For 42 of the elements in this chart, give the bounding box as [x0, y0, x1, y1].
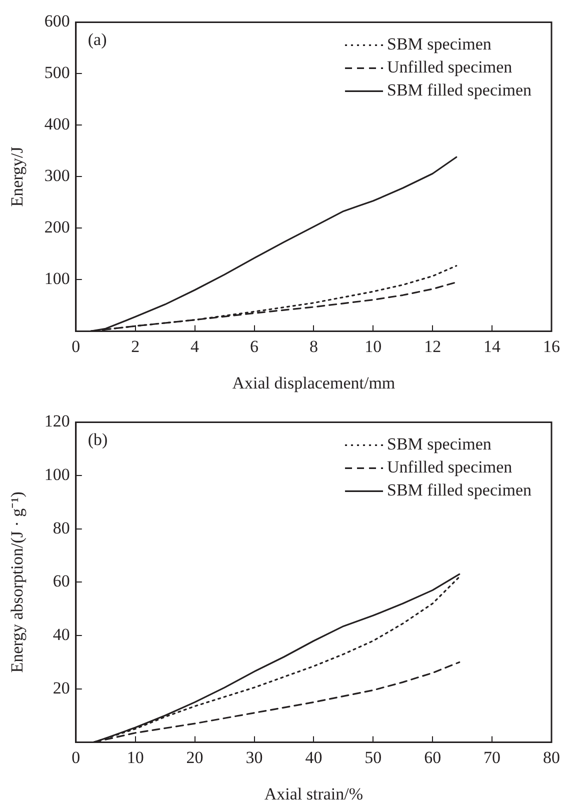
- x-tick-label: 20: [186, 748, 204, 767]
- legend-label: SBM filled specimen: [387, 80, 532, 100]
- x-tick-label: 0: [72, 336, 80, 356]
- x-axis-title: Axial strain/%: [264, 784, 364, 804]
- x-tick-label: 14: [484, 336, 502, 356]
- x-tick-label: 12: [424, 336, 442, 356]
- x-tick-label: 10: [126, 748, 144, 767]
- y-tick-label: 600: [44, 12, 70, 31]
- y-tick-label: 400: [44, 114, 70, 134]
- x-tick-label: 80: [543, 748, 560, 767]
- x-tick-label: 16: [543, 336, 560, 356]
- legend-label: SBM filled specimen: [387, 480, 532, 500]
- legend-label: Unfilled specimen: [387, 58, 513, 77]
- x-tick-label: 0: [72, 748, 80, 767]
- x-tick-label: 8: [309, 336, 318, 356]
- y-tick-label: 60: [52, 572, 70, 591]
- x-axis-title: Axial displacement/mm: [232, 373, 396, 392]
- y-tick-label: 100: [44, 465, 70, 484]
- y-axis-title: Energy absorption/(J · g⁻¹): [8, 492, 27, 673]
- y-tick-label: 100: [44, 269, 70, 288]
- x-tick-label: 2: [131, 336, 140, 356]
- x-tick-label: 30: [246, 748, 263, 767]
- x-tick-label: 50: [364, 748, 382, 767]
- y-tick-label: 80: [52, 518, 70, 538]
- x-tick-label: 60: [424, 748, 442, 767]
- y-tick-label: 300: [44, 166, 70, 186]
- annotation: (a): [88, 30, 107, 50]
- x-tick-label: 70: [484, 748, 501, 767]
- x-tick-label: 4: [190, 336, 200, 356]
- y-tick-label: 500: [44, 63, 70, 82]
- y-tick-label: 20: [52, 678, 70, 698]
- y-tick-label: 200: [44, 218, 70, 237]
- legend-label: SBM specimen: [387, 34, 492, 54]
- legend-label: SBM specimen: [387, 434, 492, 454]
- x-tick-label: 6: [250, 336, 258, 356]
- y-tick-label: 40: [52, 625, 70, 644]
- x-tick-label: 10: [364, 336, 382, 356]
- y-tick-label: 120: [44, 412, 70, 431]
- legend-label: Unfilled specimen: [387, 458, 513, 477]
- x-tick-label: 40: [305, 748, 322, 767]
- y-axis-title: Energy/J: [8, 146, 27, 207]
- annotation: (b): [88, 430, 108, 450]
